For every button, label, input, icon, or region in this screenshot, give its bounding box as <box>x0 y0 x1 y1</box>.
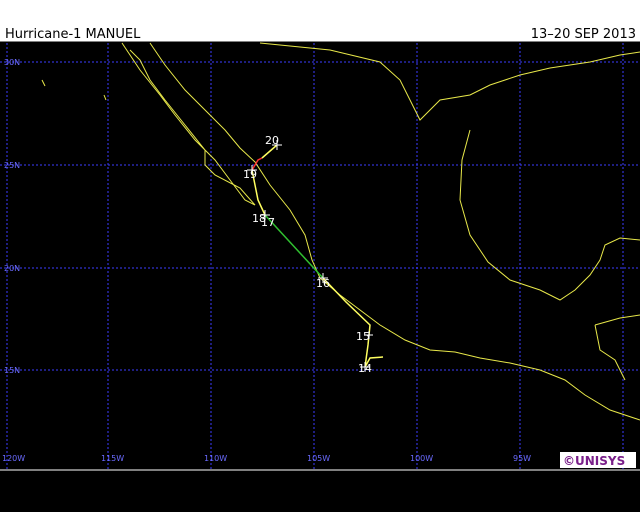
day-label: 16 <box>316 277 330 290</box>
date-range: 13–20 SEP 2013 <box>531 27 636 42</box>
lat-label: 15N <box>4 366 20 375</box>
lon-label: 105W <box>307 454 330 463</box>
coastline <box>121 42 256 206</box>
longitude-labels: 120W 115W 110W 105W 100W 95W <box>2 454 531 463</box>
latitude-labels: 30N 25N 20N 15N <box>4 58 20 375</box>
track-segment <box>264 214 324 279</box>
storm-title: Hurricane-1 MANUEL <box>5 27 141 42</box>
day-label: 17 <box>261 216 275 229</box>
coastlines <box>41 42 640 421</box>
lat-label: 25N <box>4 161 20 170</box>
coastline <box>459 129 640 301</box>
lat-label: 20N <box>4 264 20 273</box>
lon-label: 95W <box>513 454 531 463</box>
track-labels: 20 19 18 17 16 15 14 <box>243 134 372 375</box>
lon-label: 110W <box>204 454 227 463</box>
lon-label: 115W <box>101 454 124 463</box>
credit: ©UNISYS <box>563 454 625 468</box>
storm-track <box>247 140 384 372</box>
track-segment <box>322 277 384 368</box>
coastline <box>41 79 107 101</box>
track-segment <box>261 144 278 159</box>
track-segment <box>251 157 263 171</box>
lon-label: 120W <box>2 454 25 463</box>
map-area <box>0 43 640 470</box>
day-label: 15 <box>356 330 370 343</box>
day-label: 19 <box>243 168 257 181</box>
header-bar <box>0 0 640 42</box>
lon-label: 100W <box>410 454 433 463</box>
coastline <box>594 314 640 381</box>
track-segment <box>251 169 266 216</box>
day-label: 20 <box>265 134 279 147</box>
credit-box <box>560 452 636 468</box>
track-points <box>247 140 373 372</box>
day-label: 14 <box>358 362 372 375</box>
coastline <box>259 42 640 121</box>
graticule <box>0 43 640 470</box>
day-label: 18 <box>252 212 266 225</box>
lat-label: 30N <box>4 58 20 67</box>
